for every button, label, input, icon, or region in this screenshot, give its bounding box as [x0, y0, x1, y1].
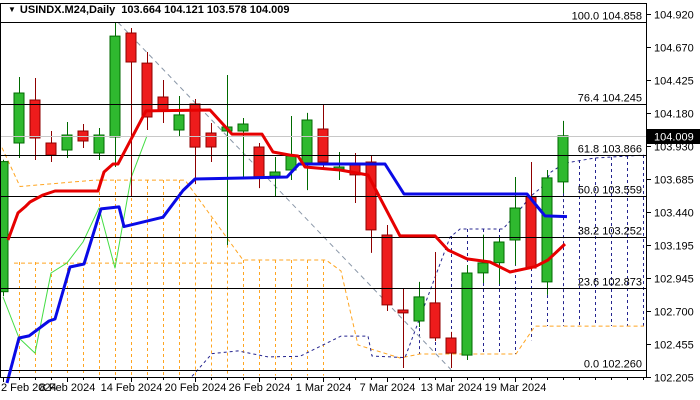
candle-body: [29, 99, 41, 139]
candle-body: [557, 135, 569, 183]
time-axis-label: 14 Feb 2024: [101, 382, 163, 394]
senkou-span-a-line: [1, 147, 644, 359]
kijun-sen-line: [5, 162, 568, 384]
fib-level-label: 61.8 103.866: [578, 144, 642, 156]
fib-level-label: 50.0 103.559: [578, 185, 642, 197]
candle-body: [157, 96, 169, 111]
fib-trend-line: [117, 21, 452, 370]
candle-body: [0, 161, 9, 293]
time-axis-label: 20 Feb 2024: [165, 382, 227, 394]
time-axis-label: 2 Feb 2024: [1, 382, 57, 394]
candle-body: [365, 161, 377, 231]
current-price-badge: [647, 129, 700, 144]
candle-body: [445, 337, 457, 354]
time-axis-label: 26 Feb 2024: [229, 382, 291, 394]
candle-body: [109, 35, 121, 138]
candle-body: [525, 196, 537, 269]
candle-body: [141, 62, 153, 118]
tenkan-sen-line: [6, 108, 567, 274]
fib-level-label: 0.0 102.260: [584, 359, 642, 371]
candle-body: [253, 146, 265, 178]
candle-body: [125, 32, 137, 63]
candle-body: [477, 262, 489, 274]
candle-body: [397, 309, 409, 314]
time-axis-label: 19 Mar 2024: [485, 382, 547, 394]
ohlc-values: 103.664 104.121 103.578 104.009: [121, 4, 290, 16]
candle-body: [13, 92, 25, 144]
candle-body: [45, 142, 57, 156]
fib-level-label: 100.0 104.858: [572, 11, 642, 23]
time-axis-label: 8 Feb 2024: [40, 382, 96, 394]
candle-body: [429, 302, 441, 339]
candle-body: [61, 134, 73, 151]
candle-body: [493, 241, 505, 264]
price-axis-label: 103.440: [654, 208, 694, 220]
fib-level-label: 23.6 102.873: [578, 277, 642, 289]
candle-body: [541, 177, 553, 283]
time-axis-label: 7 Mar 2024: [360, 382, 416, 394]
candle-body: [317, 128, 329, 163]
price-axis-label: 104.920: [654, 10, 694, 22]
candle-body: [93, 134, 105, 154]
price-axis-label: 104.670: [654, 43, 694, 55]
price-axis-label: 102.455: [654, 340, 694, 352]
fib-level-label: 76.4 104.245: [578, 93, 642, 105]
time-axis-label: 13 Mar 2024: [421, 382, 483, 394]
time-axis-label: 1 Mar 2024: [296, 382, 352, 394]
price-axis-label: 102.700: [654, 307, 694, 319]
candle-body: [301, 119, 313, 164]
chart-title: ▼ USINDX.M24,Daily 103.664 104.121 103.578…: [8, 4, 290, 16]
symbol-period-label: USINDX.M24,Daily: [19, 4, 116, 16]
price-axis-label: 103.195: [654, 241, 694, 253]
candle-body: [173, 114, 185, 131]
candle-body: [509, 207, 521, 241]
candle-body: [461, 272, 473, 356]
price-axis-label: 103.930: [654, 142, 694, 154]
price-axis-label: 104.180: [654, 109, 694, 121]
candle-body: [269, 171, 281, 177]
candle-body: [205, 132, 217, 148]
price-axis-label: 102.205: [654, 373, 694, 385]
current-price-badge-label: 104.009: [654, 132, 694, 144]
price-axis-label: 103.685: [654, 175, 694, 187]
candle-body: [381, 234, 393, 306]
price-axis-label: 104.425: [654, 76, 694, 88]
symbol-marker-icon[interactable]: ▼: [8, 5, 16, 14]
price-axis-label: 102.945: [654, 274, 694, 286]
candle-body: [413, 296, 425, 322]
fib-level-label: 38.2 103.252: [578, 226, 642, 238]
candle-body: [237, 123, 249, 132]
